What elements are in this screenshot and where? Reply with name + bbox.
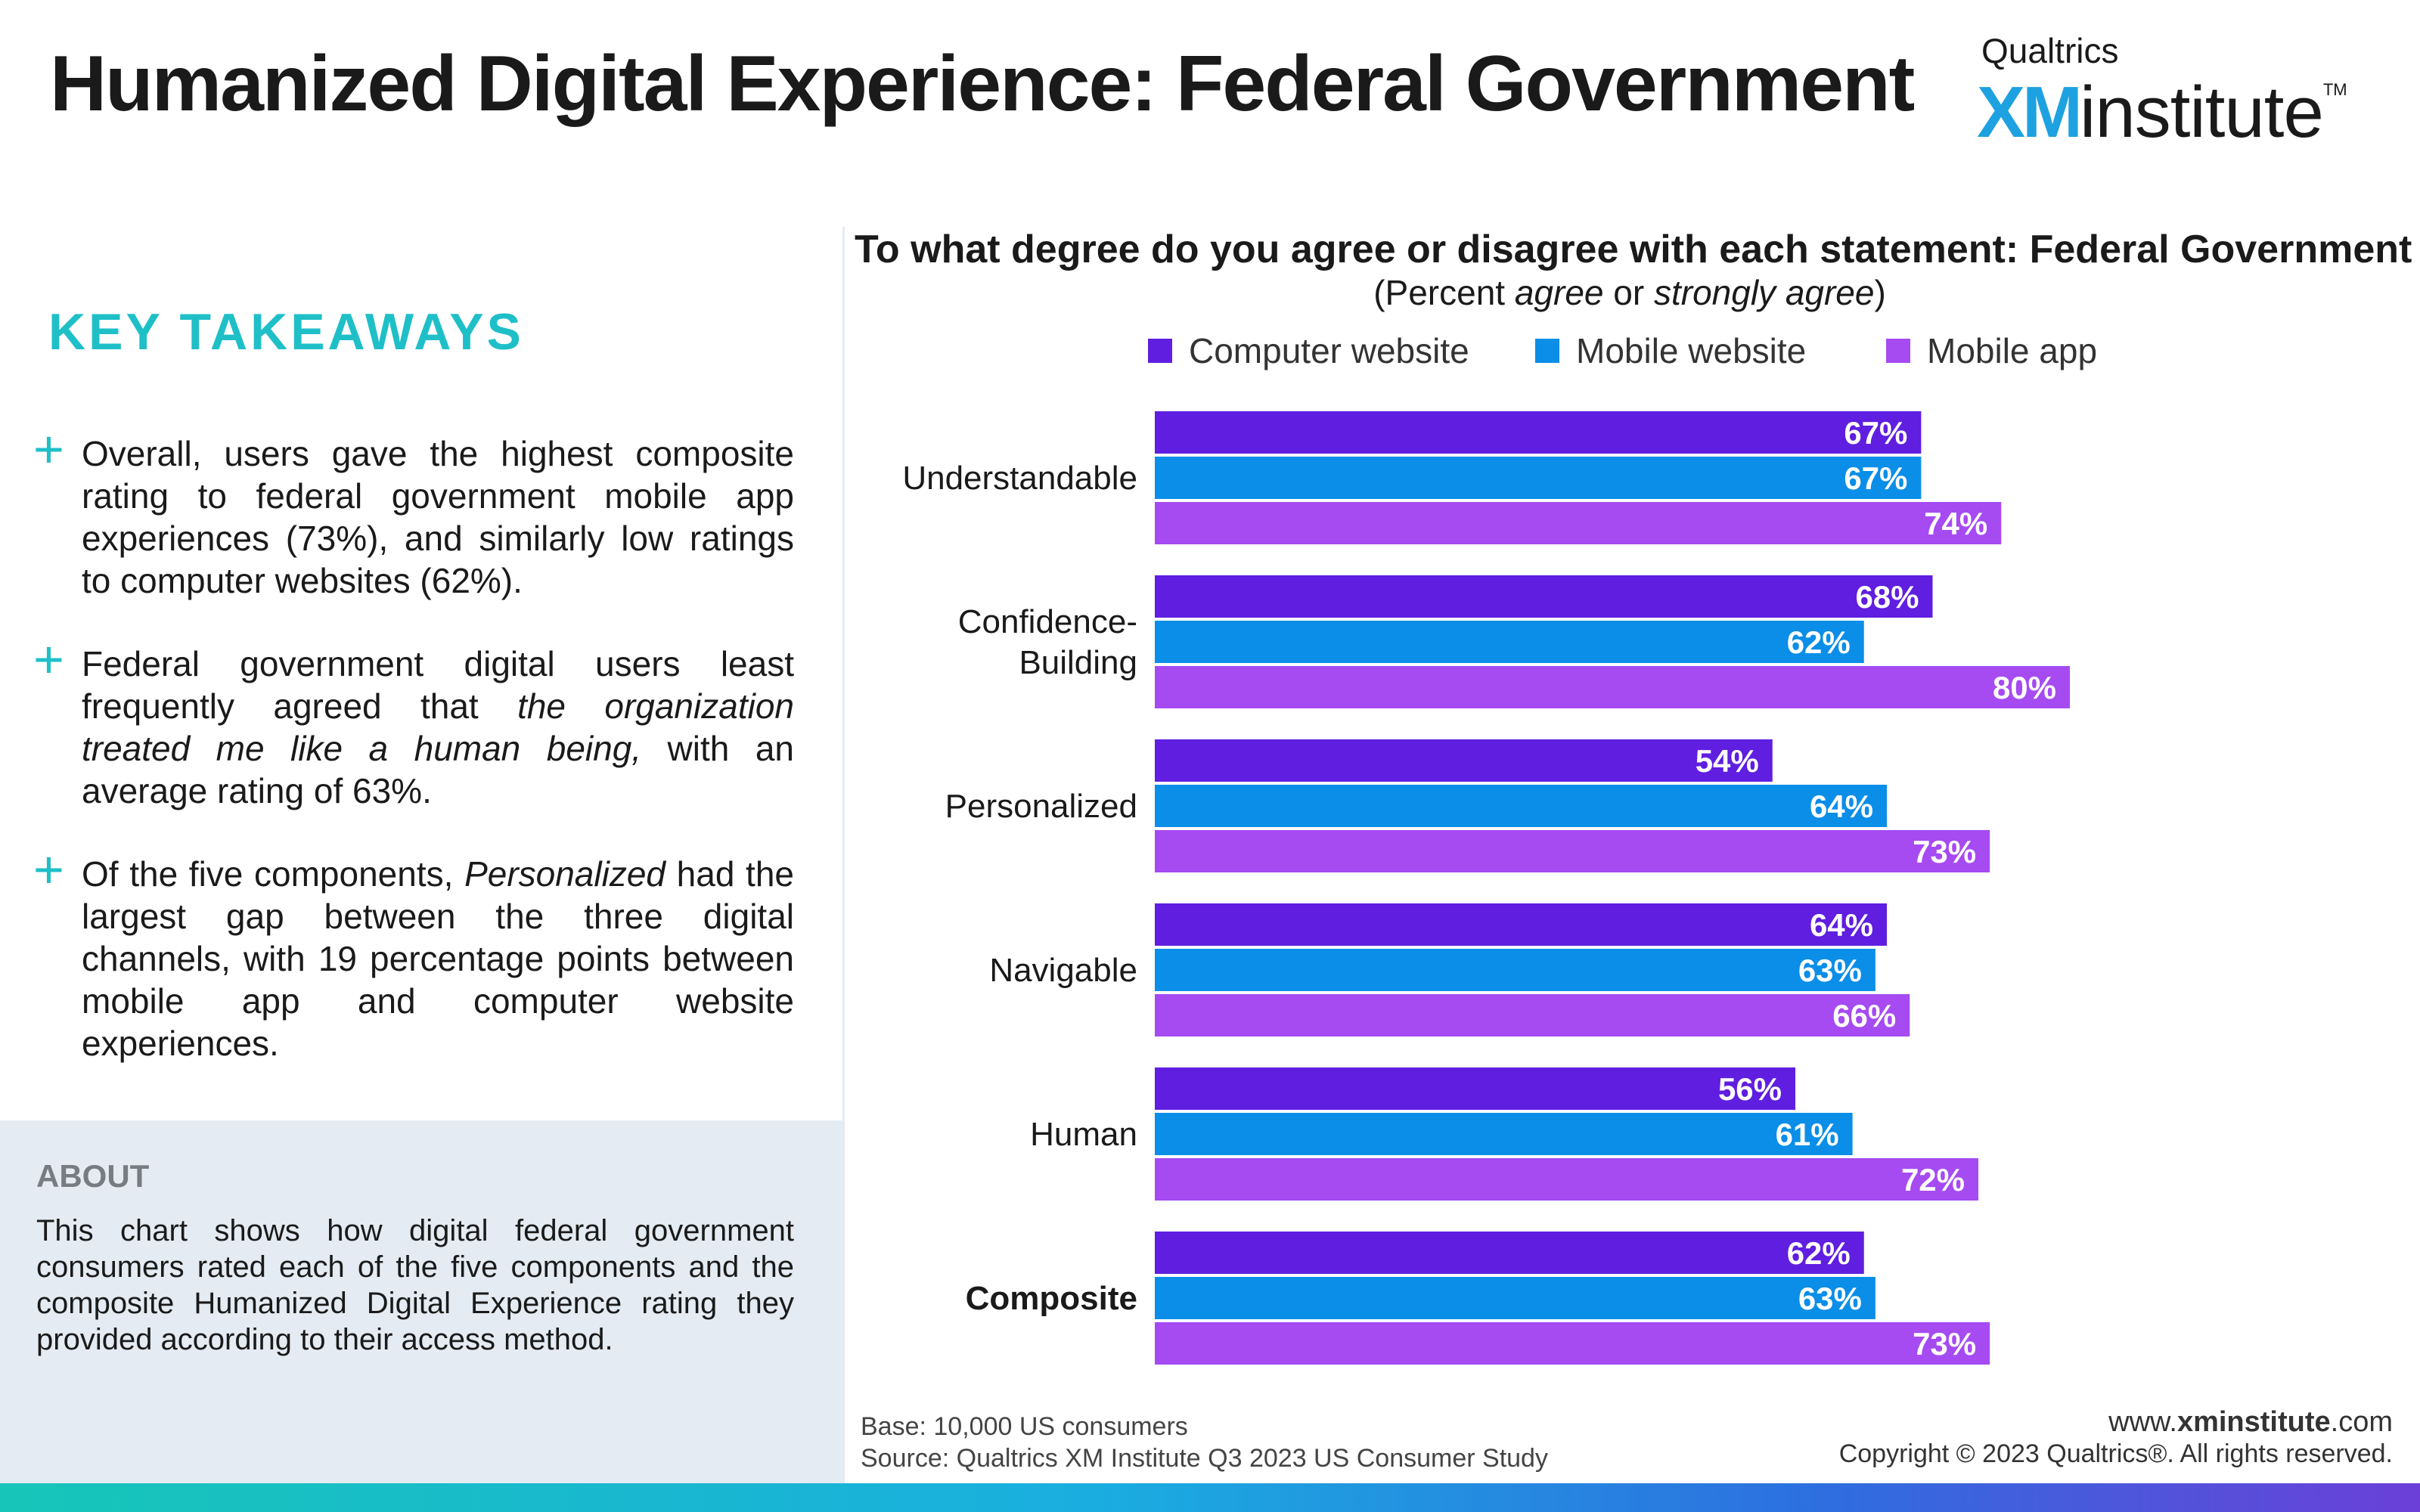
bar-personalized-mobile-app xyxy=(1155,830,1990,872)
source-note: Source: Qualtrics XM Institute Q3 2023 U… xyxy=(861,1444,1548,1473)
bar-navigable-computer-website xyxy=(1155,903,1887,946)
data-label: 54% xyxy=(1696,743,1759,779)
category-label: Composite xyxy=(966,1280,1137,1317)
data-label: 63% xyxy=(1798,953,1862,988)
bar-human-mobile-app xyxy=(1155,1158,1978,1201)
about-text: This chart shows how digital federal gov… xyxy=(36,1214,794,1356)
page-title: Humanized Digital Experience: Federal Go… xyxy=(50,40,1915,128)
about-panel xyxy=(0,1120,842,1483)
data-label: 61% xyxy=(1776,1117,1839,1152)
logo-institute-text: institute xyxy=(2080,72,2324,153)
category-label: Understandable xyxy=(902,460,1137,497)
site-url-suffix: .com xyxy=(2330,1406,2393,1438)
takeaway-item-3: + Of the five components, Personalized h… xyxy=(33,840,794,1064)
data-label: 67% xyxy=(1844,460,1907,496)
about-heading: ABOUT xyxy=(36,1158,150,1194)
bar-human-mobile-website xyxy=(1155,1113,1853,1155)
bar-composite-mobile-website xyxy=(1155,1277,1876,1319)
xm-institute-logo: Qualtrics XMinstituteTM xyxy=(1977,30,2347,154)
data-label: 66% xyxy=(1832,998,1896,1033)
data-label: 73% xyxy=(1913,834,1976,869)
data-label: 72% xyxy=(1901,1162,1965,1198)
legend-label: Mobile website xyxy=(1576,331,1807,370)
plus-icon: + xyxy=(33,630,64,689)
bar-personalized-mobile-website xyxy=(1155,785,1887,827)
data-label: 56% xyxy=(1718,1071,1782,1107)
bar-understandable-mobile-app xyxy=(1155,502,2002,544)
bar-understandable-mobile-website xyxy=(1155,457,1922,499)
site-url-prefix: www. xyxy=(2108,1406,2177,1438)
data-label: 62% xyxy=(1787,1235,1851,1271)
category-label: Human xyxy=(1030,1116,1137,1153)
site-url[interactable]: www.xminstitute.com xyxy=(2108,1406,2393,1439)
plus-icon: + xyxy=(33,840,64,899)
bar-confidence-building-mobile-app xyxy=(1155,666,2070,708)
takeaway-text: Of the five components, Personalized had… xyxy=(82,854,794,1063)
legend-item-mobile-website: Mobile website xyxy=(1535,330,1806,372)
site-url-domain: xminstitute xyxy=(2176,1406,2331,1438)
base-note: Base: 10,000 US consumers xyxy=(861,1412,1188,1441)
bar-personalized-computer-website xyxy=(1155,739,1773,782)
data-label: 63% xyxy=(1798,1281,1862,1316)
legend-item-mobile-app: Mobile app xyxy=(1886,330,2097,372)
data-label: 62% xyxy=(1787,624,1851,660)
chart-title: To what degree do you agree or disagree … xyxy=(855,228,2412,271)
bar-understandable-computer-website xyxy=(1155,411,1922,454)
data-label: 74% xyxy=(1924,506,1987,541)
legend-swatch xyxy=(1148,339,1172,363)
logo-xm-text: XM xyxy=(1977,72,2083,153)
logo-tm-text: TM xyxy=(2322,80,2347,99)
takeaway-item-2: + Federal government digital users least… xyxy=(33,630,794,812)
data-label: 80% xyxy=(1993,670,2056,705)
bar-human-computer-website xyxy=(1155,1067,1795,1110)
bar-composite-mobile-app xyxy=(1155,1322,1990,1365)
bar-navigable-mobile-app xyxy=(1155,994,1910,1036)
takeaway-text: Federal government digital users least f… xyxy=(82,644,794,810)
category-label: Personalized xyxy=(945,788,1137,825)
data-label: 68% xyxy=(1855,579,1919,615)
bar-navigable-mobile-website xyxy=(1155,949,1876,991)
legend-label: Computer website xyxy=(1189,331,1469,370)
legend-item-computer-website: Computer website xyxy=(1148,330,1469,372)
plus-icon: + xyxy=(33,420,64,479)
legend-swatch xyxy=(1535,339,1559,363)
data-label: 64% xyxy=(1810,789,1873,824)
legend-swatch xyxy=(1886,339,1910,363)
legend-label: Mobile app xyxy=(1927,331,2098,370)
bar-confidence-building-mobile-website xyxy=(1155,621,1864,663)
key-takeaways-heading: KEY TAKEAWAYS xyxy=(48,303,524,361)
category-label: Confidence-Building xyxy=(958,603,1137,681)
category-label: Navigable xyxy=(989,952,1137,989)
logo-brand-text: Qualtrics xyxy=(1981,31,2119,70)
data-label: 67% xyxy=(1844,415,1907,451)
copyright-text: Copyright © 2023 Qualtrics®. All rights … xyxy=(1838,1439,2393,1468)
panel-divider xyxy=(842,227,845,1483)
chart-subtitle: (Percent agree or strongly agree) xyxy=(1373,273,1886,312)
bar-confidence-building-computer-website xyxy=(1155,575,1933,618)
bottom-gradient-band xyxy=(0,1483,2420,1512)
takeaway-item-1: + Overall, users gave the highest compos… xyxy=(33,420,794,602)
bar-composite-computer-website xyxy=(1155,1232,1864,1274)
takeaway-text: Overall, users gave the highest composit… xyxy=(82,434,794,600)
data-label: 64% xyxy=(1810,907,1873,943)
data-label: 73% xyxy=(1913,1326,1976,1362)
